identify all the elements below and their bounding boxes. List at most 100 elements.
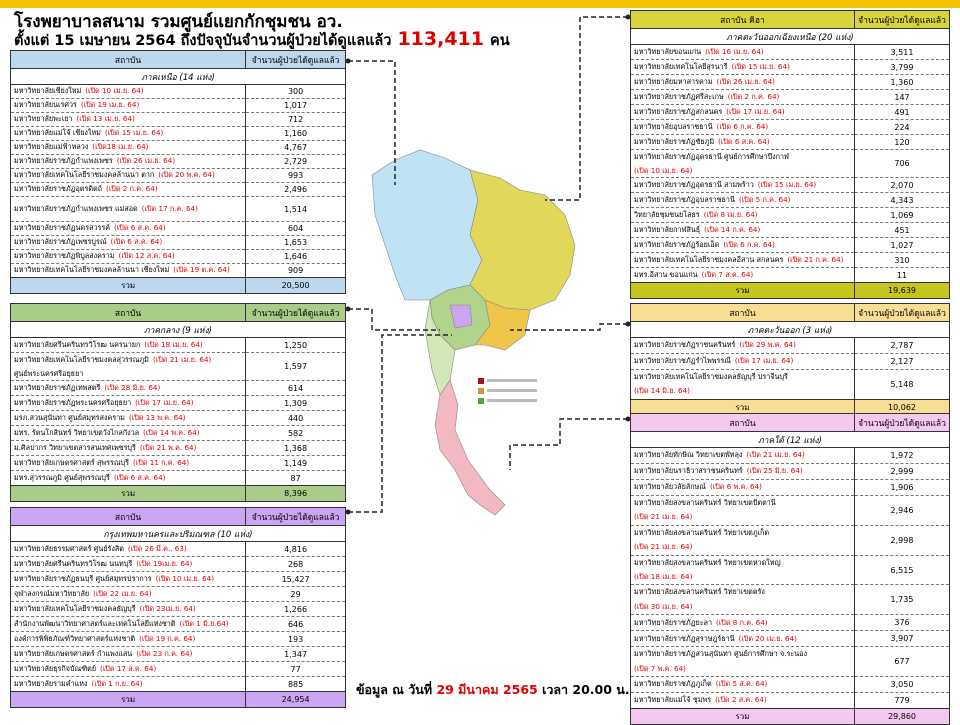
institution-cell: มหาวิทยาลัยราชภัฏศรีสะเกษ (เปิด 2 ก.ค. 64…: [630, 89, 855, 105]
patient-count: 193: [245, 631, 346, 647]
institution-name: มหาวิทยาลัยศรีนครินทรวิโรฒ นนทบุรี: [14, 559, 133, 569]
institution-name: มหาวิทยาลัยราชภัฏสุราษฎร์ธานี: [634, 633, 735, 643]
opening-date: (เปิด 21 เม.ย. 64): [746, 450, 805, 460]
table-row: มหาวิทยาลัยราชภัฏเทพสตรี (เปิด 28 มิ.ย. 6…: [10, 380, 346, 396]
opening-date: (เปิด 19เม.ย. 64): [136, 559, 193, 569]
table-row: มหาวิทยาลัยราชภัฏสวนสุนันทา ศูนย์การศึกษ…: [630, 646, 950, 678]
table-row: มหาวิทยาลัยนเรศวร (เปิด 19 เม.ย. 64) 1,017: [10, 98, 346, 113]
institution-cell: มหาวิทยาลัยราชภัฏสุราษฎร์ธานี (เปิด 20 เม…: [630, 630, 855, 648]
institution-cell: มหาวิทยาลัยราชภัฏอุตรดิตถ์ (เปิด 2 ก.ค. 6…: [10, 182, 247, 197]
patient-count: 1,250: [245, 337, 346, 353]
table-central: สถาบัน จำนวนผู้ป่วยได้ดูแลแล้ว ภาคกลาง (9 …: [10, 303, 346, 502]
opening-date: (เปิด 10 เม.ย. 64): [634, 165, 693, 175]
connector-northeast: [545, 16, 628, 201]
patient-count: 3,907: [854, 630, 950, 648]
opening-date: (เปิด 28 มิ.ย. 64): [104, 383, 161, 393]
legend-text-line: [487, 379, 537, 382]
region-name: ภาคใต้ (12 แห่ง): [630, 431, 950, 448]
institution-name: มหาวิทยาลัยวลัยลักษณ์: [634, 482, 706, 492]
connector-bangkok: [348, 334, 452, 513]
patient-count: 646: [245, 616, 346, 632]
table-south: สถาบัน จำนวนผู้ป่วยได้ดูแลแล้ว ภาคใต้ (12 …: [630, 413, 950, 725]
opening-date: (เปิด 17 เม.ย. 64): [135, 398, 194, 408]
opening-date: (เปิด 2 ก.ค. 64): [106, 184, 158, 194]
institution-cell: มหาวิทยาลัยธรรมศาสตร์ ศูนย์รังสิต (เปิด 2…: [10, 541, 247, 557]
table-row: มหาวิทยาลัยเทคโนโลยีราชมงคลธัญบุรี ปราจี…: [630, 369, 950, 400]
table-row: มหาวิทยาลัยราชภัฏกำแพงเพชร (เปิด 26 เม.ย.…: [10, 154, 346, 169]
patient-count: 4,816: [245, 541, 346, 557]
opening-date: (เปิด 21 ก.ค. 64): [787, 255, 844, 265]
opening-date: (เปิด 2 ก.ค. 64): [727, 92, 780, 102]
col-institution: สถาบัน: [630, 413, 855, 432]
institution-name: มหาวิทยาลัยเทคโนโลยีสุรนารี: [634, 62, 728, 72]
institution-name: จุฬาลงกรณ์มหาวิทยาลัย: [14, 589, 90, 599]
institution-name: มหาวิทยาลัยศรีนครินทรวิโรฒ นครนายก: [14, 340, 141, 350]
region-heading: กรุงเทพมหานครและปริมณฑล (10 แห่ง): [10, 525, 346, 542]
patient-count: 1,149: [245, 455, 346, 471]
institution-cell: สำนักงานพัฒนาวิทยาศาสตร์และเทคโนโลยีแห่ง…: [10, 616, 247, 632]
region-name: กรุงเทพมหานครและปริมณฑล (10 แห่ง): [10, 525, 346, 542]
total-count: 20,500: [245, 277, 346, 294]
patient-count: 712: [245, 112, 346, 127]
institution-name: มหาวิทยาลัยสงขลานครินทร์ วิทยาเขตหาดใหญ่: [634, 557, 781, 567]
institution-cell: มหาวิทยาลัยรามคำแหง (เปิด 1 ก.ย. 64): [10, 676, 247, 692]
opening-date: (เปิด 15 เม.ย. 64): [731, 62, 790, 72]
institution-cell: มหาวิทยาลัยราชภัฏอุดรธานี สามพร้าว (เปิด …: [630, 177, 855, 193]
total-label: รวม: [630, 282, 855, 299]
opening-date: (เปิด 6 ส.ค. 64): [110, 237, 163, 247]
patient-count: 909: [245, 263, 346, 279]
patient-count: 15,427: [245, 571, 346, 587]
institution-name: มหาวิทยาลัยราชภัฏเทพสตรี: [14, 383, 101, 393]
patient-count: 3,799: [854, 59, 950, 75]
table-row: มหาวิทยาลัยราชภัฏสกลนคร (เปิด 17 เม.ย. 64…: [630, 104, 950, 120]
opening-date-line: (เปิด 7 พ.ค. 64): [634, 662, 851, 676]
patient-count: 1,597: [245, 352, 346, 381]
region-heading: ภาคตะวันออก (3 แห่ง): [630, 321, 950, 338]
institution-name: มหาวิทยาลัยเชียงใหม่: [14, 86, 82, 96]
institution-cell: มหาวิทยาลัยราชภัฏชัยภูมิ (เปิด 6 ส.ค. 64): [630, 134, 855, 150]
table-row: มหาวิทยาลัยสงขลานครินทร์ วิทยาเขตภูเก็ต (…: [630, 525, 950, 556]
region-heading: ภาคใต้ (12 แห่ง): [630, 431, 950, 448]
opening-date: (เปิด 1 มิ.ย.64): [179, 619, 229, 629]
patient-count: 706: [854, 149, 950, 178]
patient-count: 440: [245, 410, 346, 426]
institution-name: มหาวิทยาลัยราชภัฏยะลา: [634, 617, 712, 627]
institution-name: มหาวิทยาลัยราชภัฏราชนครินทร์: [634, 340, 736, 350]
table-row: มหาวิทยาลัยเทคโนโลยีราชมงคลอีสาน สกลนคร(…: [630, 252, 950, 268]
patient-count: 614: [245, 380, 346, 396]
institution-name: มหาวิทยาลัยราชภัฏสกลนคร: [634, 107, 723, 117]
institution-name: มหาวิทยาลัยธรรมศาสตร์ ศูนย์รังสิต: [14, 544, 124, 554]
table-row: มหาวิทยาลัยเชียงใหม่ (เปิด 10 เม.ย. 64) 30…: [10, 84, 346, 99]
institution-cell: มหาวิทยาลัยราชภัฏกำแพงเพชร แม่สอด (เปิด 1…: [10, 196, 247, 223]
opening-date: (เปิด 21 เม.ย. 64): [634, 542, 693, 552]
patient-count: 2,999: [854, 463, 950, 480]
institution-cell: มหาวิทยาลัยอุบลราชธานี (เปิด 6 ก.ค. 64): [630, 119, 855, 135]
map-region-north: [371, 149, 483, 301]
opening-date: (เปิด18 เม.ย. 64): [92, 142, 149, 152]
institution-name: มหาวิทยาลัยราชภัฏธนบุรี ศูนย์สมุทรปราการ: [14, 574, 152, 584]
opening-date: (เปิด 18 เม.ย. 64): [144, 340, 203, 350]
patient-count: 1,027: [854, 237, 950, 253]
opening-date: (เปิด 17 เม.ย. 64): [734, 356, 794, 366]
table-row: มหาวิทยาลัยราชภัฏพระนครศรีอยุธยา (เปิด 17…: [10, 395, 346, 411]
patient-count: 268: [245, 556, 346, 572]
institution-cell: มหาวิทยาลัยแม่ฟ้าหลวง (เปิด18 เม.ย. 64): [10, 140, 247, 155]
opening-date: (เปิด 26 มี.ค.. 63): [127, 544, 187, 554]
institution-cell: มหาวิทยาลัยราชภัฏสกลนคร (เปิด 17 เม.ย. 64…: [630, 104, 855, 120]
patient-count: 5,148: [854, 369, 950, 400]
institution-name: องค์การพิพิธภัณฑ์วิทยาศาสตร์แห่งชาติ: [14, 634, 136, 644]
institution-cell: มหาวิทยาลัยเทคโนโลยีราชมงคลธัญบุรี (เปิด …: [10, 601, 247, 617]
patient-count: 6,515: [854, 555, 950, 586]
patient-count: 77: [245, 661, 346, 677]
table-row: มหาวิทยาลัยราชภัฏรำไพพรรณี (เปิด 17 เม.ย.…: [630, 353, 950, 370]
table-header: สถาบัน จำนวนผู้ป่วยได้ดูแลแล้ว: [10, 303, 346, 322]
institution-name: มหาวิทยาลัยสงขลานครินทร์ วิทยาเขตภูเก็ต: [634, 527, 770, 537]
opening-date: (เปิด 11 ก.ค. 64): [132, 458, 190, 468]
patient-count: 300: [245, 84, 346, 99]
col-patients: จำนวนผู้ป่วยได้ดูแลแล้ว: [245, 303, 346, 322]
institution-name: มหาวิทยาลัยราชภัฏกำแพงเพชร แม่สอด: [14, 203, 138, 213]
patient-count: 2,729: [245, 154, 346, 169]
institution-name: มหาวิทยาลัยราชภัฏกำแพงเพชร: [14, 156, 113, 166]
thailand-map: [371, 149, 576, 516]
patient-count: 87: [245, 470, 346, 486]
